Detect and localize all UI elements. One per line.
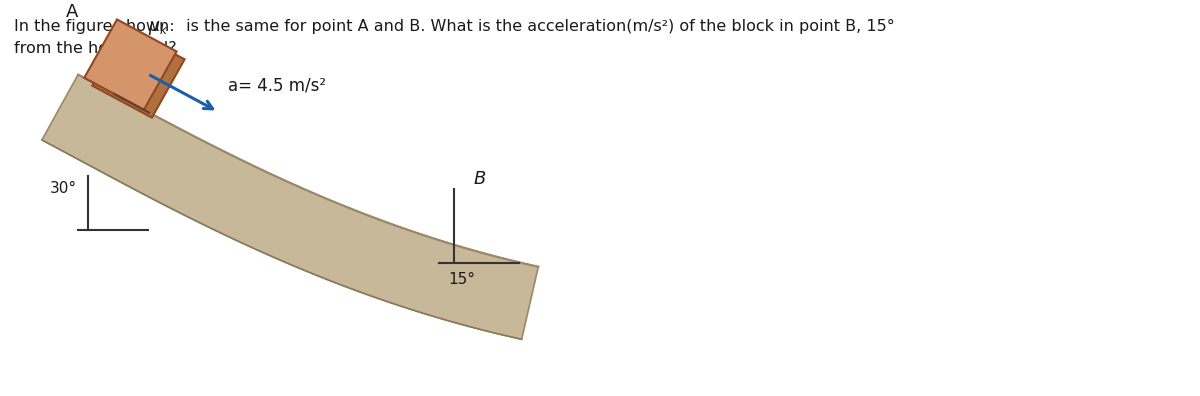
Text: a= 4.5 m/s²: a= 4.5 m/s² [228, 76, 326, 94]
Text: B: B [474, 170, 486, 188]
Text: 30°: 30° [50, 181, 77, 196]
Polygon shape [92, 27, 185, 118]
Polygon shape [42, 74, 539, 339]
Text: $\mu_k$: $\mu_k$ [148, 19, 169, 37]
Text: is the same for point A and B. What is the acceleration(m/s²) of the block in po: is the same for point A and B. What is t… [181, 19, 895, 34]
Polygon shape [84, 19, 176, 110]
Text: A: A [66, 3, 78, 21]
Text: from the horizontal?: from the horizontal? [14, 41, 176, 56]
Text: In the figure shown:: In the figure shown: [14, 19, 180, 34]
Text: 15°: 15° [449, 272, 475, 287]
